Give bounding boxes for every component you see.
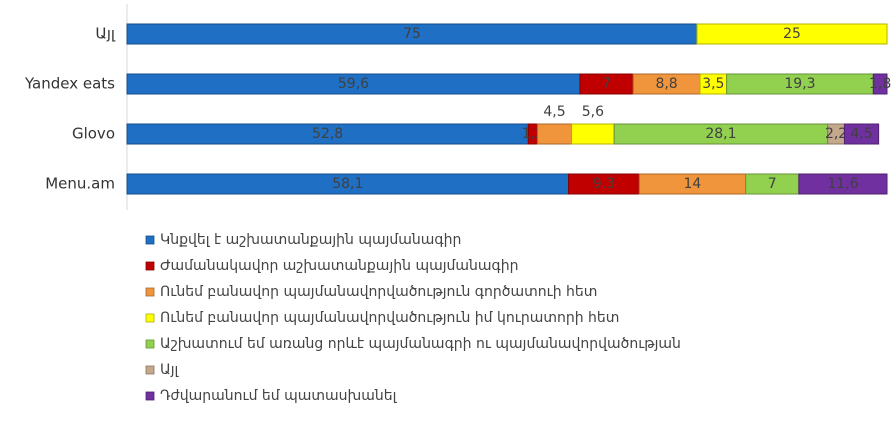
legend-label: Ժամանակավոր աշխատանքային պայմանագիր bbox=[160, 258, 519, 274]
data-label: 14 bbox=[684, 176, 702, 192]
legend-label: Այլ bbox=[160, 362, 180, 378]
data-label: 28,1 bbox=[705, 126, 736, 142]
data-label: 25 bbox=[783, 26, 801, 42]
data-label: 7 bbox=[768, 176, 777, 192]
category-label: Այլ bbox=[95, 25, 116, 43]
data-label: 8,8 bbox=[655, 76, 677, 92]
data-label: 4,5 bbox=[850, 126, 872, 142]
legend-label: Ունեմ բանավոր պայմանավորվածություն իմ կո… bbox=[160, 310, 619, 326]
data-label: 2,2 bbox=[825, 126, 847, 142]
legend-swatch bbox=[145, 235, 155, 245]
data-label: 9,3 bbox=[593, 176, 615, 192]
data-label: 59,6 bbox=[338, 76, 369, 92]
bar-segment bbox=[571, 123, 615, 145]
bar-segment bbox=[872, 73, 888, 95]
legend-swatch bbox=[145, 391, 155, 401]
category-label: Yandex eats bbox=[24, 75, 115, 93]
legend-swatch bbox=[145, 313, 155, 323]
data-label: 7 bbox=[602, 76, 611, 92]
data-label: 1,8 bbox=[869, 76, 891, 92]
legend-label: Կնքվել է աշխատանքային պայմանագիր bbox=[160, 232, 461, 248]
bar-segment bbox=[536, 123, 573, 145]
legend-label: Դժվարանում եմ պատասխանել bbox=[160, 388, 398, 404]
data-label: 75 bbox=[403, 26, 421, 42]
legend-swatch bbox=[145, 339, 155, 349]
data-label: 3,5 bbox=[702, 76, 724, 92]
data-label: 19,3 bbox=[784, 76, 815, 92]
legend-swatch bbox=[145, 365, 155, 375]
data-label: 4,5 bbox=[543, 104, 565, 120]
data-label: 52,8 bbox=[312, 126, 343, 142]
legend-swatch bbox=[145, 261, 155, 271]
bar-segment bbox=[696, 23, 888, 45]
data-label: 58,1 bbox=[332, 176, 363, 192]
bar-segment bbox=[798, 173, 888, 195]
legend-swatch bbox=[145, 287, 155, 297]
category-label: Glovo bbox=[72, 125, 115, 143]
data-label: 11,6 bbox=[827, 176, 858, 192]
bar-segment bbox=[843, 123, 880, 145]
legend-label: Աշխատում եմ առանց որևէ պայմանագրի ու պայ… bbox=[160, 336, 681, 352]
data-label: 5,6 bbox=[582, 104, 604, 120]
legend-label: Ունեմ բանավոր պայմանավորվածություն գործա… bbox=[160, 284, 597, 300]
category-label: Menu.am bbox=[45, 175, 115, 193]
